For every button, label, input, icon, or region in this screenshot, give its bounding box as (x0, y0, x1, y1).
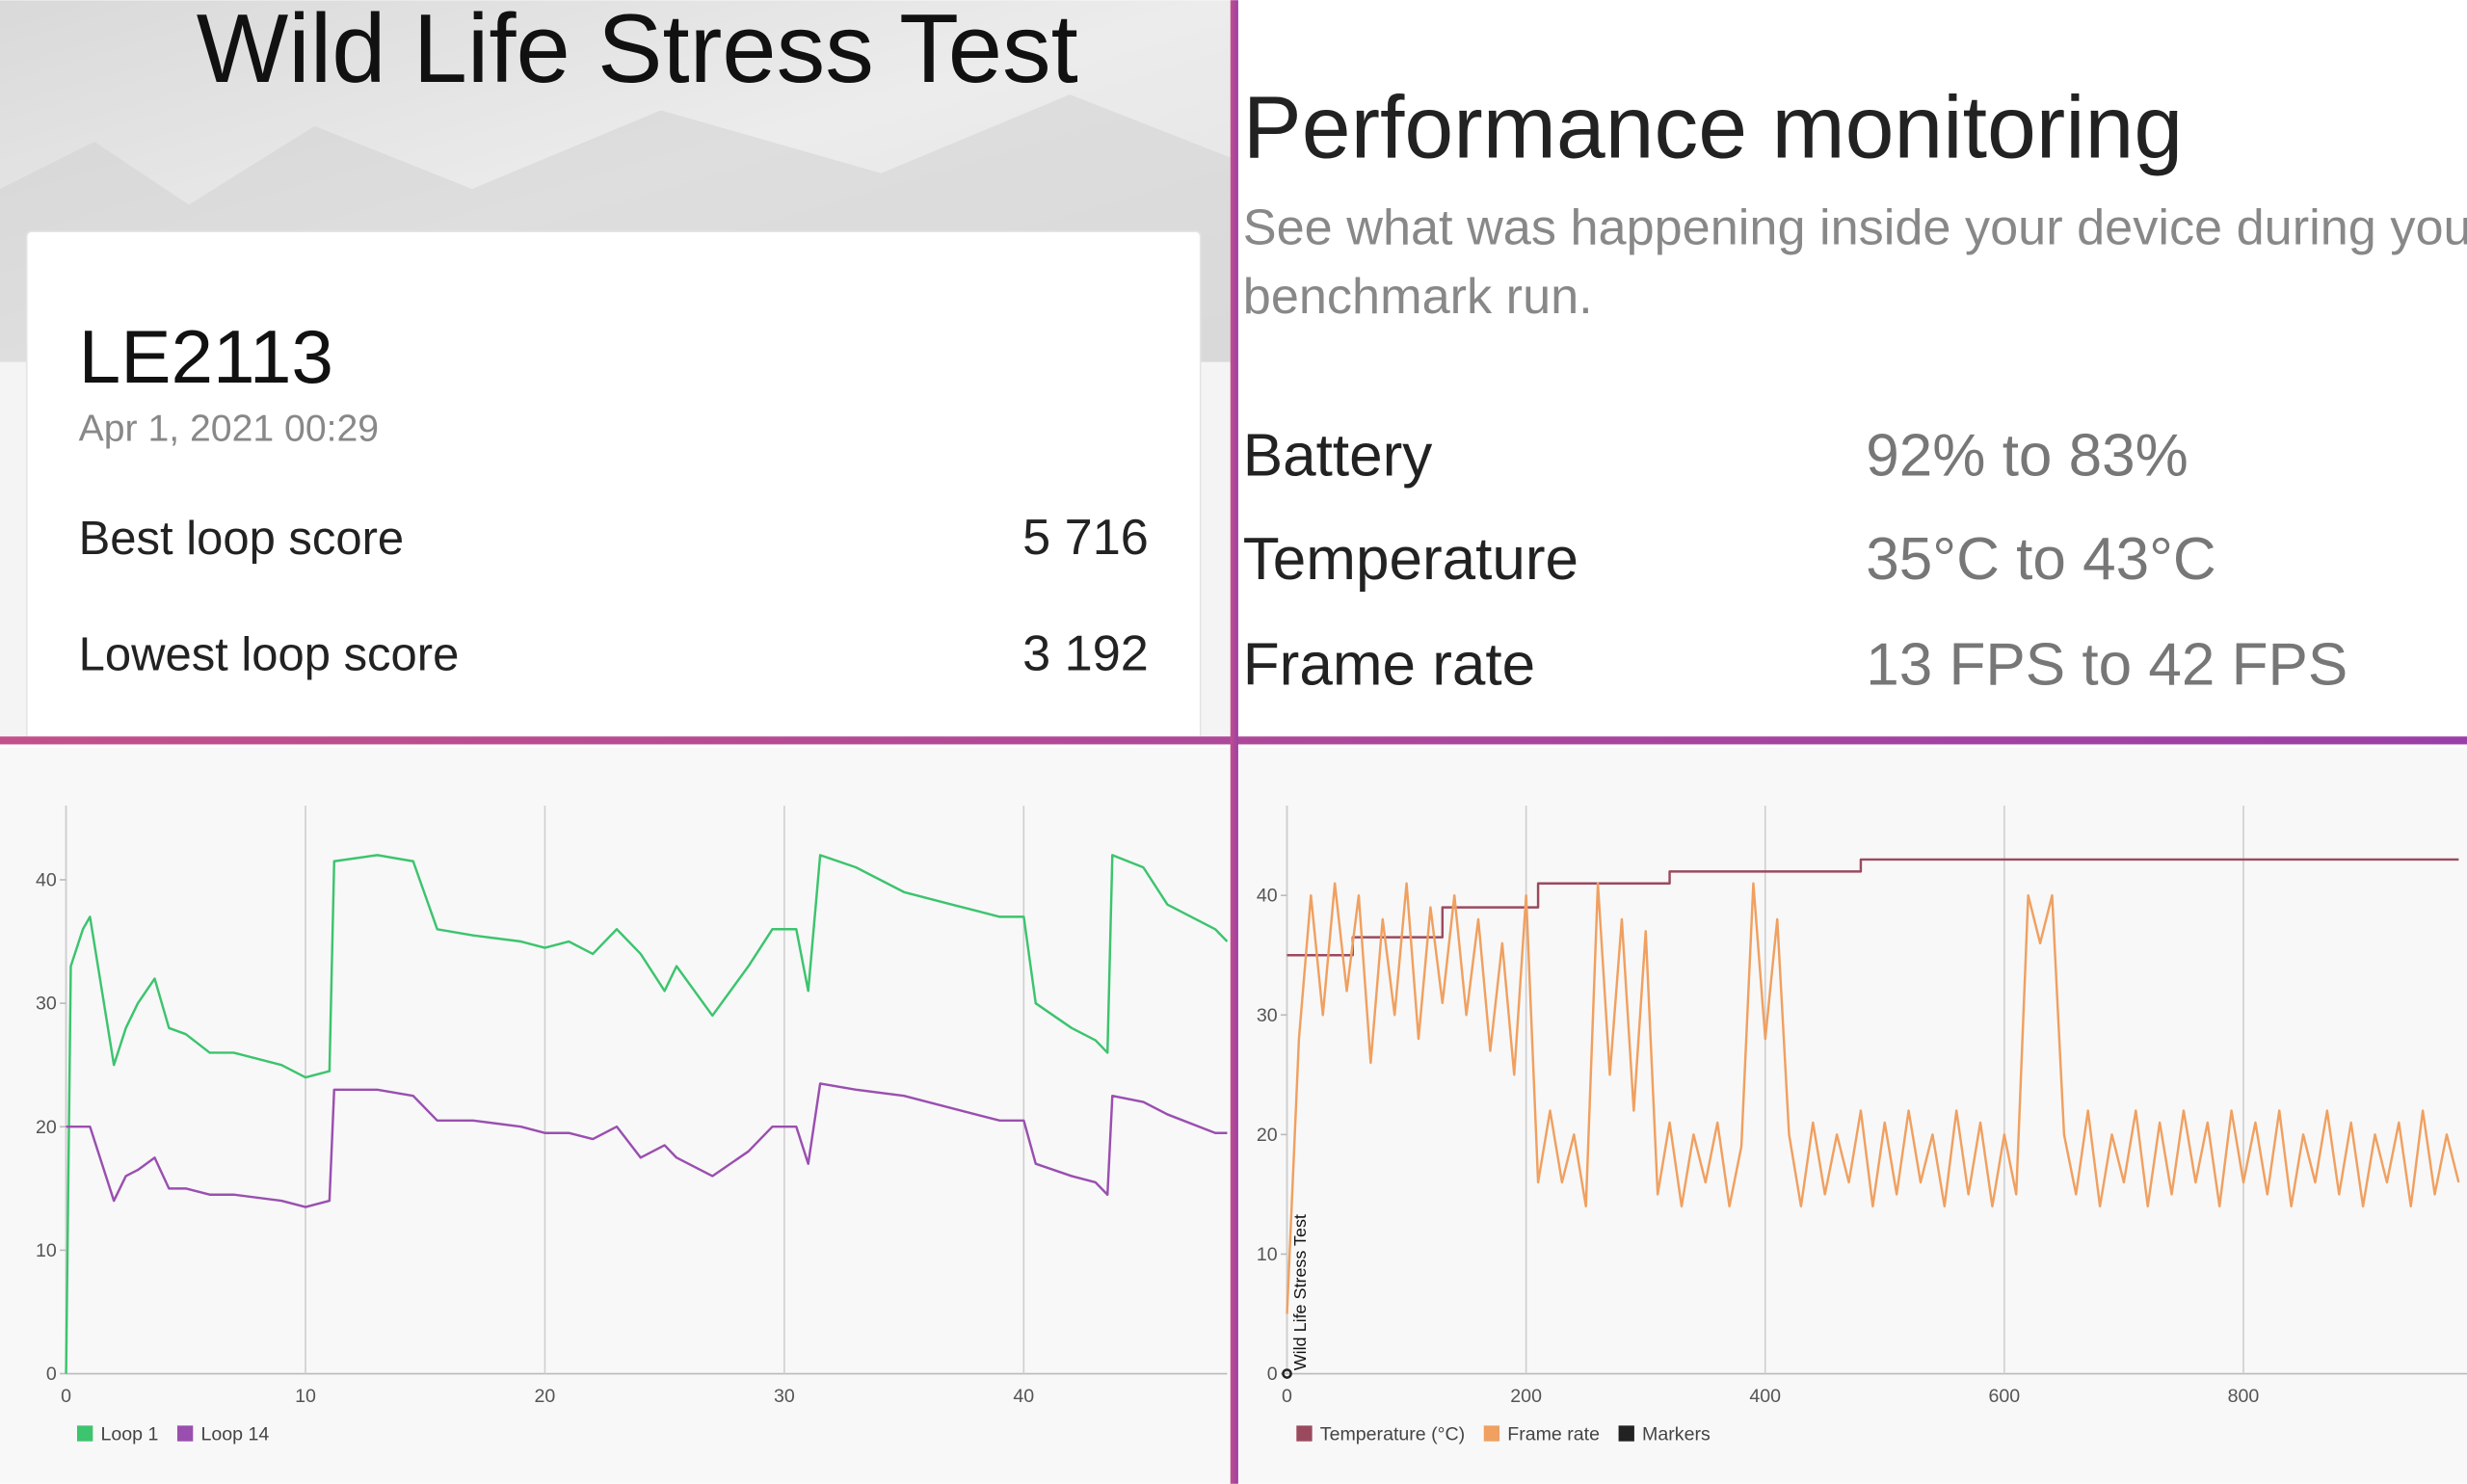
data-line (65, 854, 1229, 1374)
legend-label: Loop 14 (200, 1423, 269, 1444)
y-tick-label: 40 (36, 870, 57, 891)
metric-label: Battery (1243, 422, 1433, 489)
metric-value: 13 FPS to 42 FPS (1866, 631, 2348, 698)
metric-label: Temperature (1243, 526, 1578, 593)
page-title: Wild Life Stress Test (197, 0, 1078, 103)
legend-swatch (1483, 1425, 1500, 1442)
legend-swatch (77, 1425, 93, 1442)
legend-label: Temperature (°C) (1320, 1423, 1465, 1444)
top-right-panel: Performance monitoring See what was happ… (1243, 78, 2467, 698)
metric-value: 35°C to 43°C (1866, 526, 2215, 593)
top-left-panel: Wild Life Stress Test LE2113 Apr 1, 2021… (0, 0, 1231, 737)
metric-label: Frame rate (1243, 631, 1535, 698)
marker (1282, 1368, 1292, 1379)
divider (1230, 0, 1238, 1484)
section-title: Performance monitoring (1243, 78, 2183, 176)
y-tick-label: 30 (36, 994, 57, 1015)
y-tick-label: 20 (36, 1117, 57, 1138)
legend-label: Loop 1 (100, 1423, 158, 1444)
score-value: 5 716 (1022, 510, 1149, 566)
y-tick-label: 0 (1267, 1364, 1278, 1385)
score-value: 3 192 (1022, 626, 1149, 682)
legend-label: Markers (1642, 1423, 1711, 1444)
section-subtitle: See what was happening inside your devic… (1243, 199, 2467, 255)
result-date: Apr 1, 2021 00:29 (79, 408, 379, 449)
y-tick-label: 30 (1257, 1005, 1278, 1026)
device-name: LE2113 (79, 314, 333, 399)
legend-swatch (1296, 1425, 1313, 1442)
y-tick-label: 40 (1257, 886, 1278, 907)
x-tick-label: 0 (61, 1386, 71, 1407)
x-tick-label: 600 (1989, 1386, 2021, 1407)
chart-panel (0, 747, 1231, 1484)
x-tick-label: 30 (774, 1386, 795, 1407)
result-card (25, 230, 1202, 737)
y-tick-label: 0 (46, 1364, 57, 1385)
score-label: Best loop score (79, 513, 405, 565)
x-tick-label: 40 (1013, 1386, 1034, 1407)
marker-label: Wild Life Stress Test (1290, 1214, 1310, 1370)
y-tick-label: 10 (36, 1240, 57, 1261)
data-line (66, 1082, 1228, 1208)
y-tick-label: 20 (1257, 1125, 1278, 1146)
chart: 0 200 400 600 800 0 10 20 30 40 Temperature (°C) Fr… (1257, 806, 2467, 1444)
data-line (1286, 882, 2460, 1314)
y-tick-label: 10 (1257, 1244, 1278, 1265)
x-tick-label: 400 (1749, 1386, 1781, 1407)
x-tick-label: 800 (2228, 1386, 2260, 1407)
chart-panel (1237, 747, 2467, 1484)
legend-swatch (176, 1425, 194, 1442)
x-tick-label: 0 (1282, 1386, 1292, 1407)
x-tick-label: 10 (295, 1386, 316, 1407)
section-subtitle: benchmark run. (1243, 269, 1593, 325)
chart: 0 10 20 30 40 0 10 20 30 40 Loop 1 Loop 14 (36, 806, 1229, 1444)
x-tick-label: 20 (535, 1386, 556, 1407)
x-tick-label: 200 (1510, 1386, 1542, 1407)
legend-label: Frame rate (1507, 1423, 1600, 1444)
score-label: Lowest loop score (79, 629, 460, 681)
metric-value: 92% to 83% (1866, 422, 2188, 489)
legend-swatch (1618, 1425, 1634, 1442)
